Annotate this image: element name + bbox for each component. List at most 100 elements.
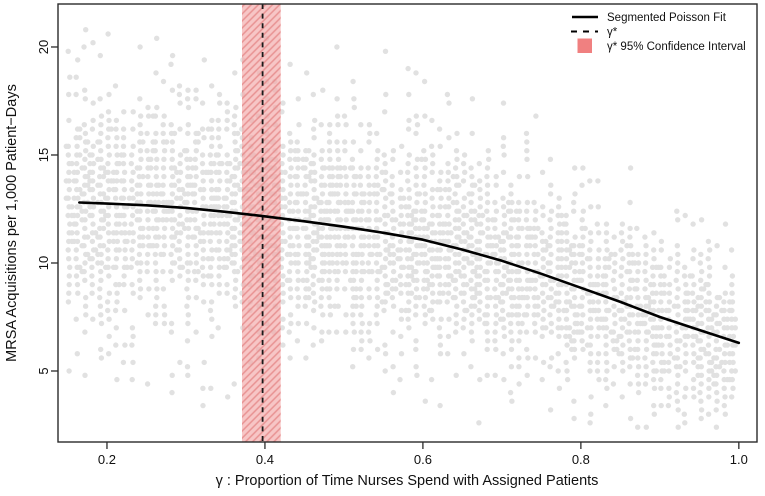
scatter-point: [308, 169, 314, 175]
scatter-point: [620, 342, 626, 348]
scatter-point: [77, 152, 83, 158]
scatter-point: [484, 165, 491, 171]
scatter-point: [150, 148, 156, 154]
scatter-point: [106, 316, 112, 322]
scatter-point: [358, 148, 364, 154]
scatter-point: [515, 320, 521, 327]
scatter-point: [674, 381, 681, 387]
scatter-point: [629, 251, 636, 258]
scatter-point: [168, 122, 174, 128]
scatter-point: [169, 148, 176, 154]
scatter-point: [729, 290, 735, 296]
scatter-point: [642, 355, 648, 361]
scatter-point: [406, 117, 412, 124]
scatter-point: [453, 312, 459, 318]
scatter-point: [511, 217, 517, 223]
scatter-point: [454, 156, 460, 162]
x-tick-label: 0.2: [98, 452, 116, 467]
x-axis-label: γ : Proportion of Time Nurses Spend with…: [216, 473, 599, 489]
scatter-point: [77, 204, 83, 210]
scatter-point: [675, 312, 681, 318]
scatter-point: [584, 325, 591, 331]
scatter-point: [505, 268, 512, 275]
scatter-point: [576, 303, 583, 309]
scatter-point: [184, 303, 190, 309]
scatter-point: [124, 264, 130, 270]
scatter-point: [588, 394, 594, 400]
scatter-point: [341, 113, 348, 119]
scatter-point: [576, 243, 583, 249]
scatter-point: [130, 143, 136, 149]
scatter-point: [551, 303, 557, 309]
scatter-point: [714, 243, 720, 249]
scatter-point: [714, 398, 720, 404]
scatter-point: [724, 342, 731, 348]
scatter-point: [191, 268, 198, 275]
scatter-point: [300, 191, 306, 197]
scatter-point: [624, 294, 630, 301]
scatter-point: [154, 286, 160, 292]
scatter-point: [611, 312, 618, 318]
scatter-point: [73, 74, 79, 80]
scatter-point: [498, 281, 504, 288]
scatter-point: [706, 385, 712, 391]
scatter-point: [477, 178, 483, 184]
scatter-point: [215, 135, 222, 141]
scatter-point: [371, 243, 377, 249]
scatter-point: [232, 286, 239, 292]
scatter-point: [446, 135, 452, 141]
scatter-point: [476, 307, 482, 314]
scatter-point: [584, 256, 591, 262]
scatter-point: [572, 234, 578, 240]
scatter-point: [548, 225, 554, 232]
scatter-point: [312, 117, 318, 124]
scatter-point: [310, 126, 317, 132]
scatter-point: [200, 247, 206, 253]
scatter-point: [113, 143, 119, 149]
scatter-point: [229, 234, 235, 240]
scatter-point: [476, 160, 482, 167]
scatter-point: [103, 195, 109, 201]
scatter-point: [287, 156, 293, 162]
scatter-point: [87, 160, 93, 167]
scatter-point: [563, 230, 570, 236]
scatter-point: [594, 221, 600, 227]
scatter-point: [367, 191, 373, 197]
scatter-point: [665, 402, 672, 409]
scatter-point: [144, 260, 150, 266]
scatter-point: [627, 165, 634, 171]
scatter-point: [87, 212, 93, 219]
scatter-point: [217, 221, 223, 227]
scatter-point: [422, 312, 428, 318]
scatter-point: [579, 260, 586, 266]
scatter-point: [461, 195, 468, 201]
scatter-point: [326, 139, 333, 145]
scatter-point: [92, 247, 99, 253]
scatter-point: [130, 195, 136, 201]
plot-border: [57, 3, 758, 443]
scatter-point: [174, 195, 180, 201]
scatter-point: [174, 247, 180, 253]
scatter-point: [288, 165, 294, 171]
scatter-point: [105, 307, 111, 314]
scatter-point: [152, 320, 159, 327]
scatter-point: [365, 173, 371, 180]
scatter-point: [327, 156, 333, 162]
scatter-point: [308, 212, 314, 219]
scatter-point: [358, 346, 364, 353]
scatter-point: [558, 238, 565, 245]
scatter-point: [430, 152, 436, 158]
scatter-point: [382, 160, 388, 167]
scatter-point: [169, 156, 175, 162]
scatter-point: [282, 169, 288, 175]
scatter-point: [595, 256, 602, 262]
scatter-point: [691, 281, 697, 288]
scatter-point: [179, 186, 186, 193]
scatter-point: [316, 225, 322, 232]
scatter-point: [160, 165, 167, 171]
scatter-point: [224, 126, 230, 132]
scatter-point: [531, 199, 537, 206]
scatter-point: [122, 256, 128, 262]
scatter-point: [411, 251, 417, 258]
scatter-point: [661, 368, 667, 374]
